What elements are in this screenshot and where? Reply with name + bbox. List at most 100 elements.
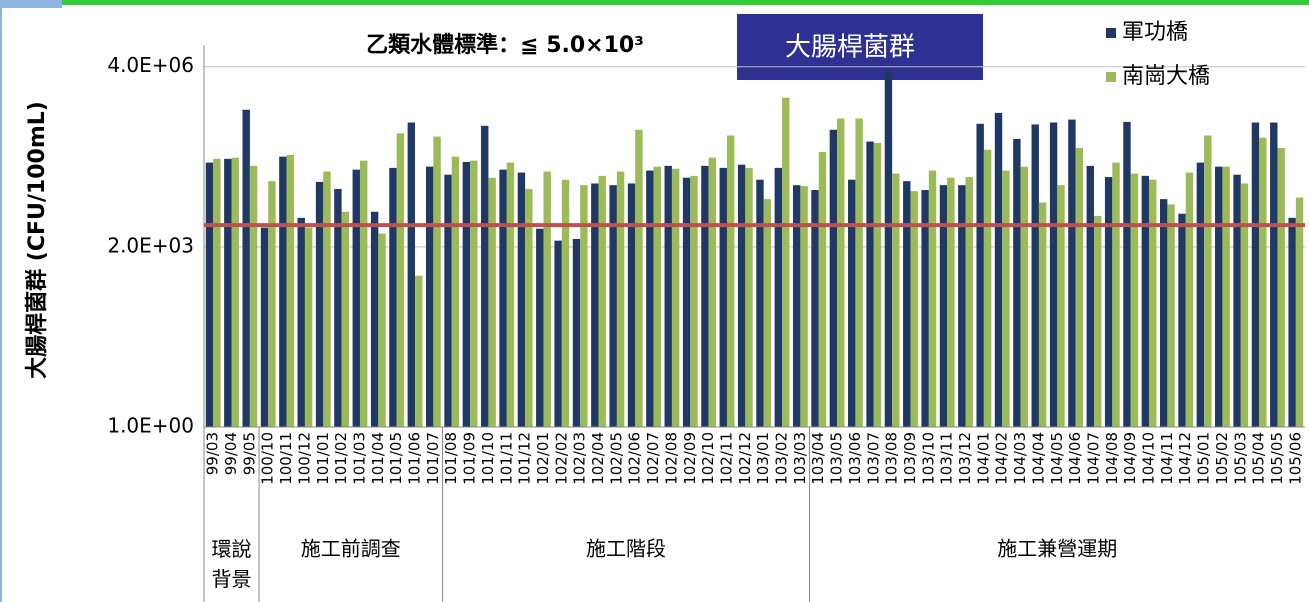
- bar: [646, 170, 654, 427]
- bar: [205, 162, 214, 428]
- x-tick-label: 104/10: [1140, 432, 1158, 485]
- x-tick-label: 104/06: [1066, 432, 1084, 485]
- bar: [800, 186, 808, 427]
- bar: [737, 164, 746, 427]
- legend-swatch: [1106, 72, 1116, 82]
- x-tick-label: 101/06: [406, 432, 424, 485]
- bar: [892, 173, 900, 427]
- bar: [323, 171, 331, 427]
- bar: [726, 135, 735, 427]
- x-tick-label: 102/08: [662, 432, 680, 485]
- group-label: 環說背景: [212, 537, 252, 591]
- bar: [242, 109, 250, 428]
- x-tick-label: 102/03: [571, 432, 589, 485]
- bar: [682, 177, 691, 427]
- bar: [627, 183, 636, 427]
- x-tick-label: 103/05: [828, 432, 846, 485]
- bar: [609, 185, 617, 427]
- bar: [939, 185, 948, 427]
- bar: [231, 157, 239, 427]
- bar: [1112, 162, 1120, 428]
- x-tick-label: 103/06: [846, 432, 864, 485]
- group-label: 施工階段: [586, 537, 666, 561]
- bar: [598, 175, 606, 427]
- x-tick-label: 101/01: [314, 432, 332, 485]
- x-tick-label: 99/03: [204, 432, 222, 475]
- x-tick-label: 99/05: [240, 432, 258, 475]
- bar: [782, 97, 790, 428]
- bar: [543, 171, 551, 427]
- x-tick-label: 104/07: [1084, 432, 1102, 485]
- x-tick-label: 100/12: [295, 432, 313, 485]
- bar: [792, 185, 801, 427]
- bar: [396, 133, 405, 428]
- x-tick-label: 103/11: [938, 432, 956, 485]
- bar: [653, 166, 661, 427]
- bar: [462, 161, 471, 428]
- group-label: 施工前調查: [301, 537, 401, 561]
- bar: [554, 240, 562, 427]
- bar: [499, 169, 507, 427]
- x-tick-label: 104/05: [1048, 432, 1066, 485]
- bar: [1277, 147, 1285, 427]
- bar: [884, 69, 893, 427]
- x-tick-label: 105/05: [1268, 432, 1286, 485]
- bar: [481, 125, 489, 428]
- y-tick-label: 2.0E+03: [107, 233, 194, 257]
- bar: [352, 169, 360, 427]
- bar: [701, 165, 709, 427]
- legend-label: 南崗大橋: [1122, 64, 1210, 89]
- x-tick-label: 105/03: [1231, 432, 1249, 485]
- legend-label: 軍功橋: [1122, 20, 1188, 45]
- bar: [976, 123, 984, 427]
- bar: [1057, 185, 1065, 427]
- bar: [958, 185, 966, 427]
- bar: [965, 177, 973, 427]
- y-axis-label: 大腸桿菌群 (CFU/100mL): [24, 101, 50, 379]
- bar: [855, 118, 863, 427]
- x-tick-label: 102/09: [681, 432, 699, 485]
- group-label: 施工兼營運期: [997, 537, 1117, 561]
- bar: [1130, 173, 1139, 427]
- x-tick-label: 102/01: [534, 432, 552, 485]
- bar: [536, 228, 544, 427]
- x-tick-label: 103/02: [773, 432, 791, 485]
- bar: [1204, 135, 1212, 427]
- bar: [370, 211, 379, 427]
- bar: [1288, 217, 1296, 427]
- x-tick-label: 102/05: [607, 432, 625, 485]
- bar: [1240, 183, 1249, 427]
- bar: [866, 141, 874, 427]
- badge-box: [737, 14, 983, 80]
- bar: [983, 149, 992, 427]
- bar: [1270, 122, 1278, 427]
- x-tick-label: 102/11: [717, 432, 735, 485]
- bar: [1159, 199, 1168, 427]
- x-tick-label: 99/04: [222, 432, 240, 475]
- bar: [1149, 179, 1157, 427]
- x-tick-label: 101/03: [350, 432, 368, 485]
- bar: [304, 227, 313, 427]
- x-tick-label: 101/05: [387, 432, 405, 485]
- bar: [1002, 170, 1010, 427]
- bar: [1038, 202, 1047, 427]
- bar: [910, 191, 918, 427]
- bar: [341, 211, 350, 427]
- x-tick-label: 104/03: [1011, 432, 1029, 485]
- bar: [213, 158, 221, 427]
- bar: [763, 199, 772, 427]
- y-tick-label: 1.0E+00: [107, 414, 194, 438]
- bar: [837, 118, 845, 427]
- x-tick-label: 103/12: [956, 432, 974, 485]
- bar: [488, 177, 496, 427]
- x-tick-label: 105/01: [1195, 432, 1213, 485]
- x-tick-label: 102/02: [552, 432, 570, 485]
- bar: [1075, 147, 1084, 427]
- bar: [873, 143, 882, 428]
- frame-top: [62, 0, 1309, 5]
- bar: [378, 233, 386, 427]
- bar: [690, 175, 698, 427]
- bar: [451, 156, 460, 428]
- x-tick-label: 101/12: [516, 432, 534, 485]
